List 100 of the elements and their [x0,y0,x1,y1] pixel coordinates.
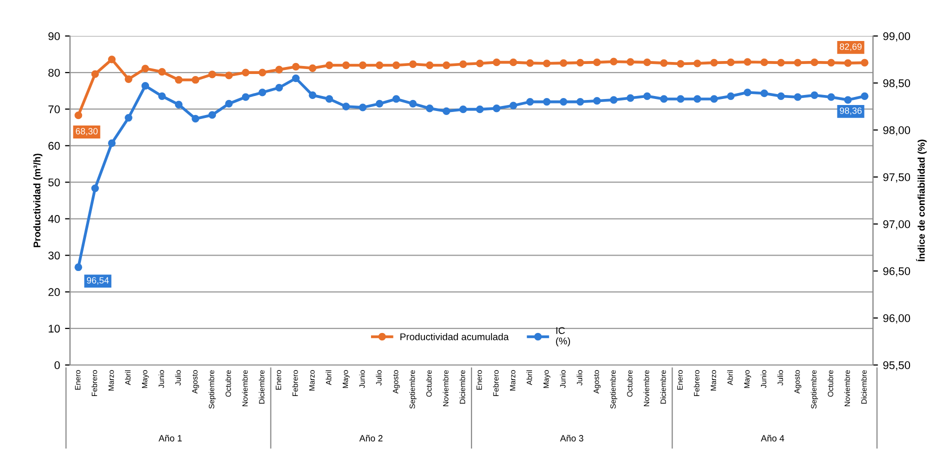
data-label: 98,36 [840,107,862,115]
point [308,64,316,72]
point [225,72,233,80]
point [860,92,868,100]
point [158,68,166,76]
y2-tick-label: 97,00 [883,220,910,230]
point [510,58,518,66]
y2-tick-label: 96,50 [883,267,910,276]
point [542,60,551,68]
point [676,95,684,103]
point [208,111,216,119]
point [192,76,200,84]
point [576,58,584,67]
point [660,59,668,67]
point [676,60,684,68]
point [342,102,350,110]
point [258,88,266,96]
point [358,104,367,112]
data-label: 96,54 [86,277,109,285]
point [308,91,316,100]
data-label: 82,69 [840,43,862,51]
point [192,114,200,123]
point [827,93,835,101]
y-axis-title: Productividad (m³/h) [33,154,42,248]
point [91,70,99,78]
y2-tick-label: 96,00 [883,314,910,324]
point [476,106,484,114]
point [325,95,334,103]
point [392,61,400,70]
point [827,58,835,67]
point [694,60,702,68]
point [141,64,150,72]
y-tick-label: 50 [48,178,60,186]
point [810,91,818,100]
point [258,68,266,76]
point [660,95,668,103]
point [760,90,768,98]
y-tick-label: 0 [54,361,60,370]
point [174,76,183,84]
point [242,93,250,101]
point [108,139,116,147]
point [74,263,82,272]
point [426,104,434,112]
point [860,58,868,67]
point [342,61,350,70]
point [325,61,334,70]
point [760,58,768,66]
point [124,75,132,83]
point [492,104,500,112]
y-tick-label: 10 [48,324,60,333]
point [694,95,702,103]
point [794,93,802,101]
legend-label: IC (%) [556,327,570,346]
point [376,100,384,108]
point [560,98,568,106]
point [526,98,534,106]
y2-tick-label: 99,00 [883,32,910,42]
point [510,102,518,110]
text: Año 1 [158,434,182,442]
point [376,61,384,70]
point [593,58,601,66]
point [726,58,735,66]
point [459,60,467,68]
point [844,59,852,67]
point [593,97,601,105]
point [426,61,434,70]
point [409,60,417,68]
y-tick-label: 20 [48,288,60,296]
y-tick-label: 80 [48,68,60,77]
point [174,100,183,108]
y-tick-label: 60 [48,142,60,150]
point [726,92,735,100]
point [292,74,300,82]
point [108,56,116,64]
point [74,112,82,120]
point [643,92,651,100]
point [124,114,132,122]
point [610,58,618,66]
point [409,100,417,108]
text: Año 2 [359,434,382,442]
y2-tick-label: 98,50 [883,79,910,88]
legend-label: Productividad acumulada [400,333,509,340]
point [576,98,584,106]
text: Año 3 [560,434,584,442]
point [442,61,450,70]
text: Año 4 [760,434,784,442]
y-tick-label: 30 [48,252,60,260]
point [626,58,634,66]
point [777,58,785,67]
point [225,100,233,108]
point [810,58,818,66]
point [91,184,99,192]
point [392,95,400,103]
point [492,58,500,66]
point [560,59,568,67]
point [643,58,651,66]
point [526,59,534,67]
point [777,92,785,100]
point [275,84,283,92]
y-tick-label: 90 [48,32,60,40]
